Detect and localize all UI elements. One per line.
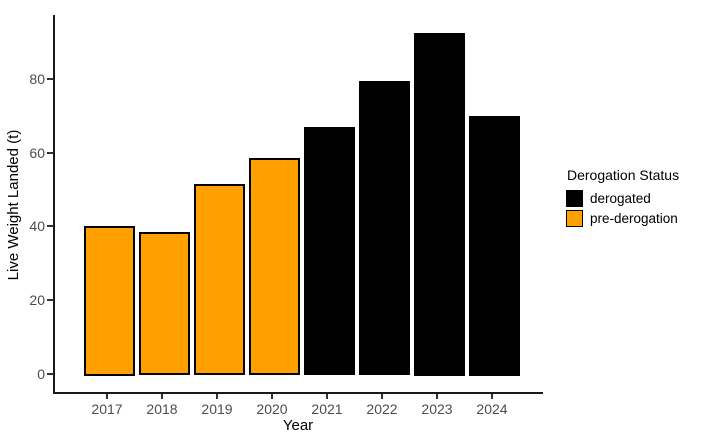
x-axis-title: Year <box>282 417 314 434</box>
bar-2021 <box>303 126 355 376</box>
y-tick-label-0: 0 <box>37 365 45 382</box>
x-tick-2024 <box>491 394 493 399</box>
x-tick-label-2020: 2020 <box>256 401 288 417</box>
x-tick-label-2019: 2019 <box>201 401 233 417</box>
bar-2020 <box>248 158 300 376</box>
y-tick-label-40: 40 <box>29 218 45 235</box>
y-tick-label-20: 20 <box>29 291 45 308</box>
y-tick-0 <box>47 372 53 375</box>
x-tick-2019 <box>216 394 218 399</box>
x-tick-2023 <box>436 394 438 399</box>
legend: Derogation Status derogated pre-derogati… <box>566 167 679 230</box>
bar-2023 <box>413 32 465 376</box>
y-tick-60 <box>47 151 53 154</box>
x-tick-2017 <box>106 394 108 399</box>
bar-2017 <box>83 226 135 376</box>
y-tick-label-80: 80 <box>29 71 45 87</box>
x-tick-label-2018: 2018 <box>146 401 178 417</box>
legend-key-derogated-swatch <box>566 190 583 207</box>
x-tick-2020 <box>271 394 273 399</box>
x-tick-2021 <box>326 394 328 399</box>
plot-panel <box>53 15 543 394</box>
bar-2024 <box>468 115 520 376</box>
y-tick-label-60: 60 <box>29 144 45 161</box>
legend-label-pre-derogation: pre-derogation <box>590 211 678 226</box>
legend-entry-pre-derogation: pre-derogation <box>566 210 679 227</box>
bar-2018 <box>138 231 190 376</box>
x-tick-2018 <box>161 394 163 399</box>
x-tick-label-2024: 2024 <box>476 401 508 417</box>
x-tick-label-2021: 2021 <box>311 401 343 417</box>
legend-key-pre-derogation-swatch <box>566 210 583 227</box>
legend-label-derogated: derogated <box>590 191 651 206</box>
x-tick-label-2023: 2023 <box>421 401 453 417</box>
legend-title: Derogation Status <box>567 167 680 183</box>
x-tick-label-2017: 2017 <box>91 401 123 417</box>
y-tick-20 <box>47 298 53 301</box>
bar-2022 <box>358 80 410 376</box>
x-tick-2022 <box>381 394 383 399</box>
x-tick-label-2022: 2022 <box>366 401 398 417</box>
bar-2019 <box>193 183 245 376</box>
y-tick-80 <box>47 78 53 80</box>
y-tick-40 <box>47 225 53 228</box>
legend-entry-derogated: derogated <box>566 190 679 207</box>
